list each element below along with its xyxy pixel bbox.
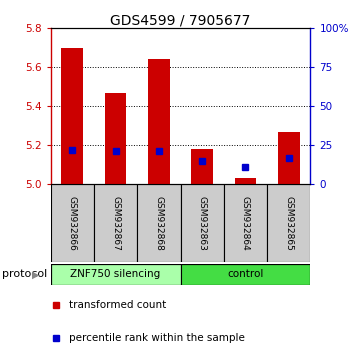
Title: GDS4599 / 7905677: GDS4599 / 7905677 xyxy=(110,13,251,27)
Bar xyxy=(61,48,83,184)
Bar xyxy=(235,178,256,184)
Text: percentile rank within the sample: percentile rank within the sample xyxy=(69,333,245,343)
Bar xyxy=(191,149,213,184)
Text: control: control xyxy=(227,269,264,279)
Text: ▶: ▶ xyxy=(32,269,40,279)
Text: GSM932867: GSM932867 xyxy=(111,195,120,251)
Bar xyxy=(267,184,310,262)
Text: GSM932863: GSM932863 xyxy=(198,195,206,251)
Bar xyxy=(137,184,180,262)
Bar xyxy=(278,132,300,184)
Bar xyxy=(180,184,224,262)
Bar xyxy=(51,184,94,262)
Bar xyxy=(148,59,170,184)
Text: GSM932866: GSM932866 xyxy=(68,195,77,251)
Text: transformed count: transformed count xyxy=(69,300,166,310)
Bar xyxy=(94,184,137,262)
Bar xyxy=(105,93,126,184)
Bar xyxy=(224,184,267,262)
Text: GSM932865: GSM932865 xyxy=(284,195,293,251)
Bar xyxy=(180,264,310,285)
Text: GSM932868: GSM932868 xyxy=(155,195,163,251)
Text: ZNF750 silencing: ZNF750 silencing xyxy=(70,269,161,279)
Bar xyxy=(51,264,180,285)
Text: protocol: protocol xyxy=(2,269,47,279)
Text: GSM932864: GSM932864 xyxy=(241,196,250,250)
